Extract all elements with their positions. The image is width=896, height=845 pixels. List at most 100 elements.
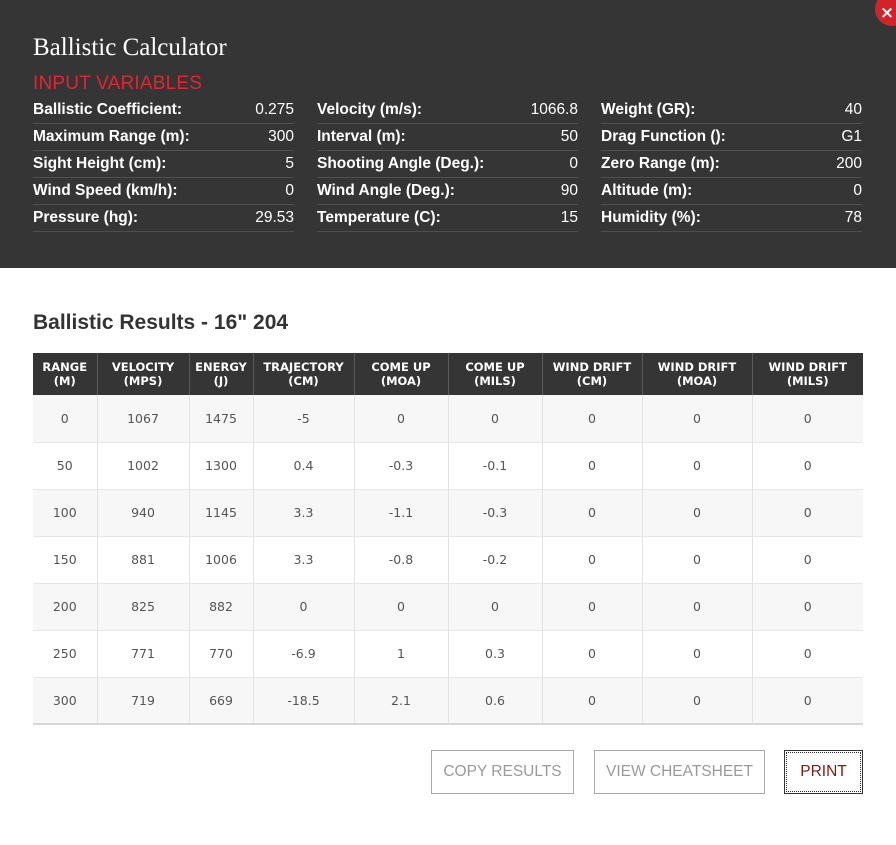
var-label: Wind Angle (Deg.): [317,182,455,199]
table-cell: -1.1 [353,489,448,537]
var-label: Ballistic Coefficient: [33,101,182,118]
column-header-line1: WIND DRIFT [552,360,632,374]
table-cell: 0 [641,536,752,584]
column-header-line1: VELOCITY [111,360,175,374]
var-value: 15 [560,209,578,226]
var-row: Drag Function (): G1 [601,124,862,151]
column-header: WIND DRIFT (CM) [541,353,642,395]
var-row: Maximum Range (m): 300 [33,124,294,151]
var-value: G1 [841,128,862,145]
var-row: Humidity (%): 78 [601,205,862,232]
results-table: RANGE (M) VELOCITY (MPS) ENERGY (J) TRAJECTORY… [33,353,863,725]
var-row: Velocity (m/s): 1066.8 [317,97,578,124]
column-header: RANGE (M) [33,353,97,395]
var-label: Velocity (m/s): [317,101,423,118]
column-header-line2: (MILS) [786,374,829,388]
var-row: Temperature (C): 15 [317,205,578,232]
table-cell: 0 [641,395,752,443]
table-cell: 0 [353,583,448,631]
table-row: 300 719 669 -18.5 2.1 0.6 0 0 0 [33,677,863,725]
table-body: 0 1067 1475 -5 0 0 0 0 0 50 1002 1300 0.4 -0.3 -0.1 0 0 0… [33,395,863,725]
table-header-row: RANGE (M) VELOCITY (MPS) ENERGY (J) TRAJECTORY… [33,353,863,395]
var-value: 78 [844,209,862,226]
column-header-line1: COME UP [371,360,431,374]
var-value: 90 [560,182,578,199]
var-label: Zero Range (m): [601,155,720,172]
column-header-line1: TRAJECTORY [263,360,344,374]
table-cell: 3.3 [252,536,354,584]
table-cell: 940 [96,489,189,537]
var-value: 5 [285,155,294,172]
table-cell: 0 [641,677,752,725]
table-cell: 3.3 [252,489,354,537]
table-cell: 669 [188,677,253,725]
close-icon[interactable]: × [875,0,896,26]
var-label: Pressure (hg): [33,209,139,226]
table-cell: 300 [33,677,97,725]
table-cell: 0 [541,442,642,490]
column-header-line1: ENERGY [195,360,247,374]
var-label: Sight Height (cm): [33,155,167,172]
var-label: Wind Speed (km/h): [33,182,178,199]
input-column-3: Weight (GR): 40 Drag Function (): G1 Zero … [601,97,862,232]
table-cell: 1006 [188,536,253,584]
table-cell: 0 [641,583,752,631]
print-button[interactable]: PRINT [784,750,863,794]
var-value: 1066.8 [530,101,578,118]
table-cell: -0.2 [447,536,542,584]
var-value: 50 [560,128,578,145]
input-panel: × Ballistic Calculator INPUT VARIABLES B… [0,0,896,268]
var-row: Zero Range (m): 200 [601,151,862,178]
var-label: Altitude (m): [601,182,693,199]
table-cell: 881 [96,536,189,584]
results-title: Ballistic Results - 16" 204 [33,311,289,334]
view-cheatsheet-button[interactable]: VIEW CHEATSHEET [594,750,765,794]
column-header: COME UP (MILS) [447,353,542,395]
column-header-line2: (MILS) [474,374,516,388]
table-cell: 0 [541,583,642,631]
var-row: Pressure (hg): 29.53 [33,205,294,232]
column-header: ENERGY (J) [188,353,253,395]
table-cell: 1 [353,630,448,678]
var-value: 40 [844,101,862,118]
table-cell: -0.3 [447,489,542,537]
column-header: WIND DRIFT (MOA) [641,353,752,395]
table-cell: 200 [33,583,97,631]
var-value: 300 [268,128,294,145]
table-cell: 0 [751,489,863,537]
column-header-line2: (MOA) [676,374,718,388]
column-header-line1: WIND DRIFT [657,360,737,374]
var-value: 0 [285,182,294,199]
column-header-line1: RANGE [42,360,88,374]
var-label: Temperature (C): [317,209,441,226]
table-cell: 2.1 [353,677,448,725]
table-cell: -5 [252,395,354,443]
table-cell: 0 [541,395,642,443]
var-label: Interval (m): [317,128,406,145]
table-cell: 0 [447,583,542,631]
table-row: 0 1067 1475 -5 0 0 0 0 0 [33,395,863,443]
table-cell: -6.9 [252,630,354,678]
input-column-1: Ballistic Coefficient: 0.275 Maximum Rang… [33,97,294,232]
table-cell: 0 [641,630,752,678]
table-cell: 770 [188,630,253,678]
table-cell: 0.6 [447,677,542,725]
column-header: TRAJECTORY (CM) [252,353,354,395]
column-header: COME UP (MOA) [353,353,448,395]
table-cell: -0.1 [447,442,542,490]
var-row: Weight (GR): 40 [601,97,862,124]
table-cell: 0.3 [447,630,542,678]
table-cell: -0.8 [353,536,448,584]
table-row: 150 881 1006 3.3 -0.8 -0.2 0 0 0 [33,536,863,584]
table-row: 100 940 1145 3.3 -1.1 -0.3 0 0 0 [33,489,863,537]
copy-results-button[interactable]: COPY RESULTS [431,750,574,794]
input-column-2: Velocity (m/s): 1066.8 Interval (m): 50 Sh… [317,97,578,232]
var-value: 29.53 [255,209,294,226]
var-row: Shooting Angle (Deg.): 0 [317,151,578,178]
var-value: 0 [853,182,862,199]
column-header: WIND DRIFT (MILS) [751,353,863,395]
table-row: 250 771 770 -6.9 1 0.3 0 0 0 [33,630,863,678]
var-label: Humidity (%): [601,209,701,226]
var-value: 0.275 [255,101,294,118]
column-header-line2: (J) [213,374,229,388]
